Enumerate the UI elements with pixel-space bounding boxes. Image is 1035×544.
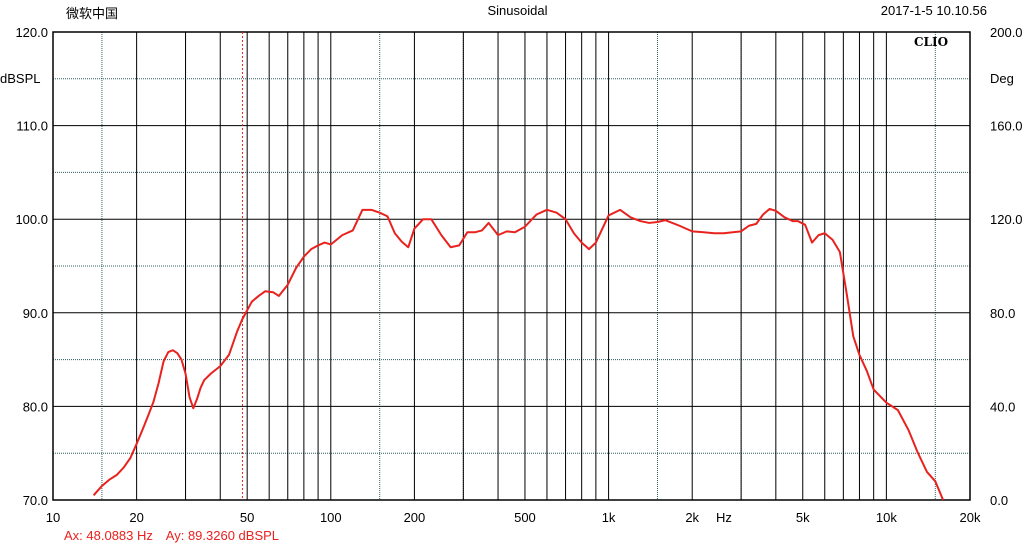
clio-logo: CLIO (914, 35, 948, 49)
x-tick-label: 10 (46, 510, 60, 525)
x-tick-label: 10k (876, 510, 897, 525)
y-tick-label-left: 100.0 (15, 212, 48, 227)
y-tick-label-right: 200.0 (990, 25, 1023, 40)
y-tick-label-left: 80.0 (23, 399, 48, 414)
series-line-spl (92, 207, 945, 501)
x-tick-label: 1k (602, 510, 616, 525)
plot-frame (52, 31, 971, 501)
x-tick-label: 5k (796, 510, 810, 525)
grid-minor-lines (53, 32, 970, 500)
y-tick-label-left: 90.0 (23, 306, 48, 321)
y-tick-label-right: 40.0 (990, 399, 1015, 414)
y-tick-label-left: 70.0 (23, 493, 48, 508)
x-tick-label: 100 (320, 510, 342, 525)
y-tick-labels-right: 0.0 40.0 80.0 120.0 160.0 200.0 (990, 25, 1023, 508)
header-datetime: 2017-1-5 10.10.56 (880, 3, 987, 18)
y-tick-label-right: 0.0 (990, 493, 1008, 508)
x-tick-label: 20 (129, 510, 143, 525)
y-tick-label-left: 120.0 (15, 25, 48, 40)
x-tick-labels: 10 20 50 100 200 500 1k 2k 5k 10k 20k (46, 510, 981, 525)
x-axis-unit-label: Hz (716, 510, 732, 525)
cursor-ax: Ax: 48.0883 Hz (64, 528, 153, 543)
x-tick-label: 20k (960, 510, 981, 525)
y-tick-labels-left: 70.0 80.0 90.0 100.0 110.0 120.0 (15, 25, 48, 508)
cursor-readout: Ax: 48.0883 Hz Ay: 89.3260 dBSPL (64, 528, 289, 543)
chart-title: Sinusoidal (487, 3, 548, 18)
x-tick-label: 200 (404, 510, 426, 525)
y-tick-label-right: 80.0 (990, 306, 1015, 321)
header-left-label: 微软中国 (66, 6, 119, 21)
x-tick-label: 50 (240, 510, 254, 525)
y-axis-label-left: dBSPL (0, 71, 40, 86)
y-axis-label-right: Deg (990, 71, 1014, 86)
y-tick-label-left: 110.0 (16, 119, 48, 134)
y-tick-label-right: 120.0 (990, 212, 1023, 227)
x-tick-label: 500 (514, 510, 536, 525)
x-tick-label: 2k (685, 510, 699, 525)
cursor-ay: Ay: 89.3260 dBSPL (165, 528, 280, 543)
y-tick-label-right: 160.0 (990, 119, 1023, 134)
